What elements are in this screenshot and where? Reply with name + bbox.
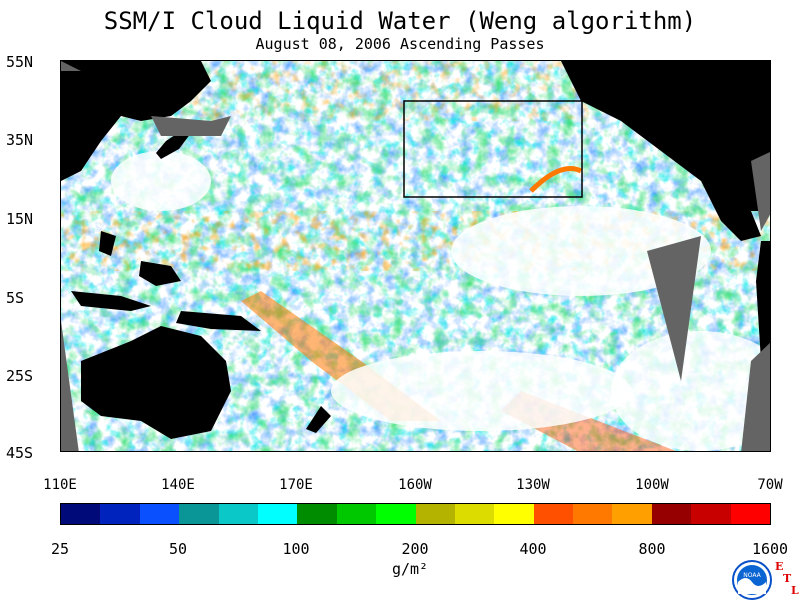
colorbar-swatch	[336, 504, 377, 524]
map-svg	[61, 61, 770, 451]
colorbar-swatch	[61, 504, 101, 524]
colorbar-label: 100	[282, 540, 310, 558]
land	[61, 61, 770, 451]
storm-arc	[529, 166, 583, 193]
lat-label-45s: 45S	[6, 444, 34, 462]
colorbar-swatch	[494, 504, 534, 524]
lon-label-110e: 110E	[43, 477, 77, 493]
colorbar-swatch	[691, 504, 731, 524]
lat-label-5s: 5S	[6, 289, 25, 307]
colorbar-swatch	[573, 504, 613, 524]
lon-label-160w: 160W	[398, 477, 432, 493]
colorbar-swatch	[415, 504, 455, 524]
region-box	[403, 100, 583, 198]
chart-subtitle: August 08, 2006 Ascending Passes	[255, 35, 545, 53]
etl-letter-l: L	[791, 584, 799, 597]
lat-label-55n: 55N	[6, 53, 34, 71]
colorbar-units: g/m²	[391, 560, 429, 578]
colorbar-swatch	[257, 504, 298, 524]
colorbar-swatch	[376, 504, 416, 524]
etl-letter-t: T	[783, 572, 792, 585]
colorbar-swatch	[218, 504, 258, 524]
lon-label-140e: 140E	[161, 477, 195, 493]
lat-label-25s: 25S	[6, 367, 34, 385]
colorbar	[60, 503, 771, 525]
colorbar-swatch	[651, 504, 692, 524]
colorbar-swatch	[454, 504, 495, 524]
colorbar-swatch	[730, 504, 771, 524]
lat-label-35n: 35N	[6, 131, 34, 149]
colorbar-swatch	[533, 504, 574, 524]
colorbar-label: 200	[401, 540, 429, 558]
colorbar-swatch	[612, 504, 652, 524]
colorbar-swatch	[139, 504, 180, 524]
colorbar-label: 25	[50, 540, 70, 558]
lat-label-15n: 15N	[6, 210, 34, 228]
colorbar-swatch	[179, 504, 219, 524]
lon-label-170e: 170E	[279, 477, 313, 493]
colorbar-label: 400	[519, 540, 547, 558]
map-panel	[60, 60, 771, 452]
colorbar-swatch	[297, 504, 337, 524]
noaa-logo: NOAA	[732, 560, 772, 600]
colorbar-swatch	[100, 504, 140, 524]
colorbar-label: 50	[168, 540, 188, 558]
colorbar-label: 1600	[751, 540, 789, 558]
colorbar-label: 800	[638, 540, 666, 558]
chart-title: SSM/I Cloud Liquid Water (Weng algorithm…	[103, 7, 697, 35]
lon-label-130w: 130W	[516, 477, 550, 493]
etl-letter-e: E	[775, 560, 784, 573]
lon-label-100w: 100W	[635, 477, 669, 493]
lon-label-70w: 70W	[757, 477, 783, 493]
noaa-logo-text: NOAA	[743, 572, 761, 579]
